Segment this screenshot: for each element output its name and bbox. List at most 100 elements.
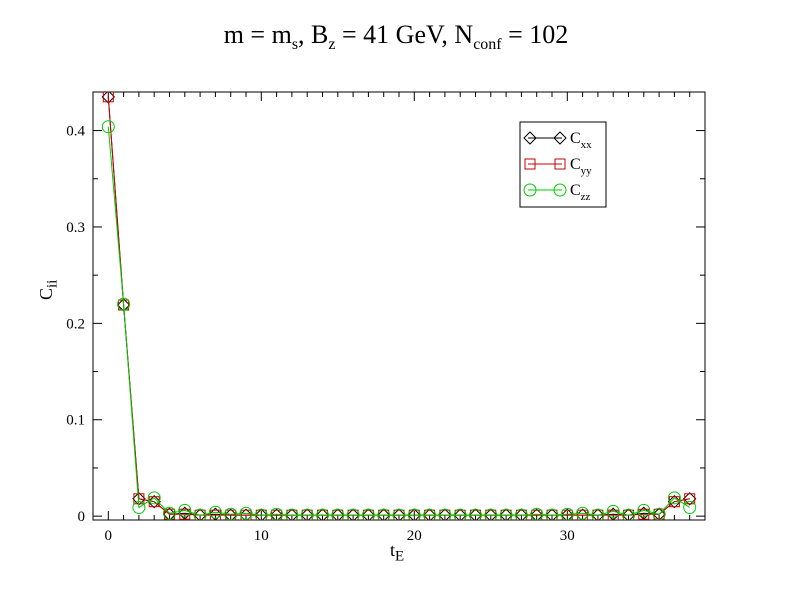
data-point-circle: [453, 508, 467, 520]
data-point-circle: [300, 508, 314, 520]
data-point-circle: [553, 183, 567, 197]
data-point-circle: [193, 508, 207, 520]
y-tick-label: 0.4: [66, 124, 85, 140]
data-point-circle: [254, 508, 268, 520]
data-point-circle: [101, 120, 115, 134]
legend-label: Cyy: [570, 156, 592, 177]
data-point-diamond: [468, 508, 483, 520]
legend-entry-yy: Cyy: [524, 156, 592, 177]
data-point-diamond: [223, 508, 238, 520]
y-tick-label: 0: [78, 509, 86, 525]
data-point-circle: [163, 506, 176, 520]
data-point-circle: [178, 503, 192, 517]
data-point-circle: [132, 500, 146, 514]
data-point-circle: [147, 491, 161, 505]
data-point-diamond: [529, 508, 544, 520]
x-axis-label: tE: [390, 540, 405, 565]
legend-label: Cxx: [570, 130, 592, 151]
x-tick-label: 20: [407, 528, 422, 544]
x-tick-label: 10: [254, 528, 269, 544]
data-point-diamond: [438, 508, 452, 520]
data-point-circle: [438, 508, 452, 520]
data-point-square: [592, 509, 604, 520]
chart-title: m = ms, Bz = 41 GeV, Nconf = 102: [223, 20, 569, 54]
data-point-diamond: [545, 508, 559, 520]
data-point-circle: [530, 507, 544, 520]
data-point-square: [194, 509, 206, 520]
data-point-circle: [576, 506, 590, 520]
data-point-circle: [117, 297, 131, 311]
data-point-diamond: [407, 508, 422, 520]
data-point-diamond: [331, 508, 345, 520]
data-point-square: [225, 509, 237, 520]
data-point-square: [653, 508, 665, 520]
data-point-circle: [560, 507, 574, 520]
data-point-diamond: [285, 508, 299, 520]
data-point-circle: [331, 508, 345, 520]
data-point-circle: [637, 503, 651, 517]
y-tick-label: 0.3: [66, 220, 85, 236]
data-point-square: [524, 158, 536, 170]
data-point-diamond: [560, 508, 575, 520]
data-point-diamond: [422, 508, 437, 520]
data-point-diamond: [621, 508, 636, 520]
x-tick-label: 30: [560, 528, 575, 544]
data-point-circle: [484, 508, 498, 520]
x-tick-label: 0: [105, 528, 113, 544]
data-point-square: [623, 509, 634, 520]
data-point-circle: [407, 508, 421, 520]
data-point-diamond: [376, 508, 391, 520]
data-point-circle: [652, 507, 666, 520]
plot-frame: [92, 91, 706, 521]
data-point-diamond: [652, 507, 666, 520]
data-point-circle: [545, 508, 559, 520]
data-point-diamond: [269, 508, 284, 520]
data-point-circle: [683, 500, 697, 514]
data-point-circle: [423, 508, 437, 520]
data-point-circle: [316, 508, 329, 520]
data-point-diamond: [682, 492, 697, 506]
legend-label: Czz: [570, 182, 591, 203]
data-point-circle: [606, 504, 620, 518]
data-point-circle: [499, 508, 513, 520]
data-point-square: [684, 493, 696, 505]
data-point-circle: [270, 507, 284, 520]
data-point-diamond: [392, 508, 406, 520]
data-point-diamond: [591, 508, 605, 520]
y-tick-label: 0.1: [66, 413, 85, 429]
data-point-diamond: [361, 508, 376, 520]
data-point-circle: [285, 508, 299, 520]
data-point-circle: [469, 508, 482, 520]
data-point-diamond: [147, 494, 161, 509]
data-point-diamond: [553, 131, 567, 145]
data-point-square: [531, 509, 543, 520]
series-zz: [101, 120, 697, 520]
data-point-square: [240, 509, 252, 520]
data-point-square: [577, 509, 589, 520]
data-point-diamond: [193, 508, 207, 520]
data-point-circle: [346, 508, 360, 520]
data-point-diamond: [499, 508, 513, 520]
series-xx: [101, 92, 697, 520]
data-point-circle: [591, 508, 605, 520]
data-point-square: [554, 158, 566, 170]
data-point-circle: [514, 508, 528, 520]
y-axis-label: Cii: [36, 279, 61, 300]
data-point-diamond: [453, 508, 467, 520]
y-tick-label: 0.2: [66, 316, 85, 332]
data-point-diamond: [484, 508, 498, 520]
series-line-zz: [107, 126, 690, 516]
data-point-diamond: [254, 508, 269, 520]
data-point-square: [271, 509, 283, 520]
data-point-circle: [392, 508, 406, 520]
data-point-diamond: [667, 494, 682, 509]
data-point-circle: [361, 508, 375, 520]
data-point-circle: [208, 505, 222, 519]
legend-entry-zz: Czz: [523, 182, 591, 203]
data-point-diamond: [315, 508, 330, 520]
data-point-circle: [622, 508, 635, 520]
data-point-diamond: [514, 508, 529, 520]
legend-entry-xx: Cxx: [523, 130, 592, 151]
data-point-circle: [224, 507, 238, 520]
